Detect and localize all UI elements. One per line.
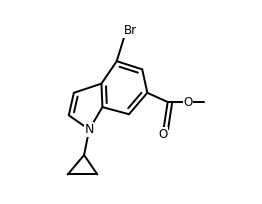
Text: O: O xyxy=(183,95,193,109)
Text: Br: Br xyxy=(123,24,137,37)
Text: O: O xyxy=(158,128,167,141)
Text: N: N xyxy=(84,123,94,136)
